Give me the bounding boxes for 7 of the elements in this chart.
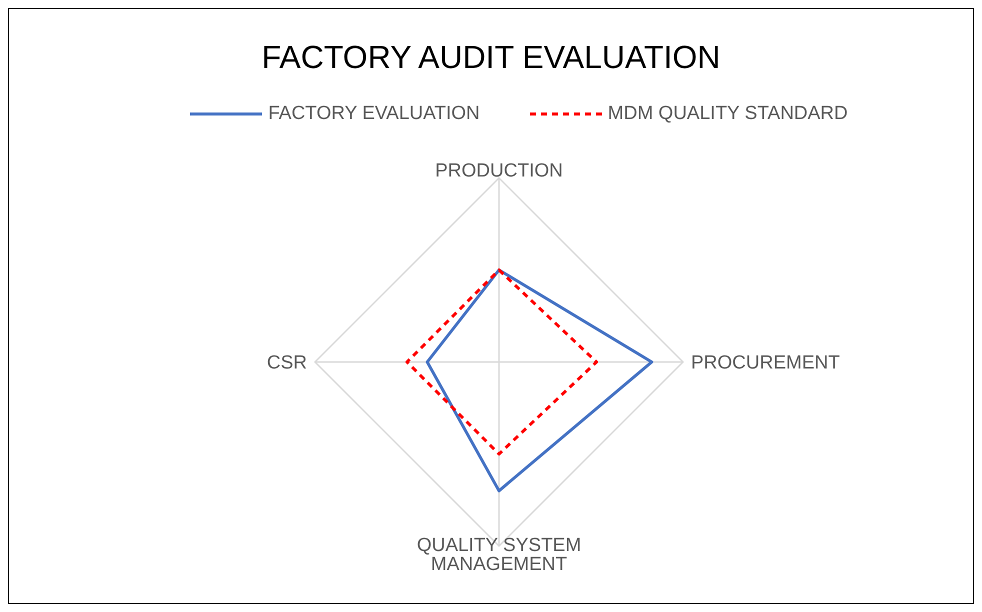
legend-label: MDM QUALITY STANDARD: [608, 103, 848, 125]
legend-label: FACTORY EVALUATION: [268, 103, 480, 125]
spoke-label: CSR: [266, 352, 307, 374]
spoke-label: PRODUCTION: [435, 160, 563, 182]
spoke-label: QUALITY SYSTEM MANAGEMENT: [416, 535, 582, 576]
chart-title: FACTORY AUDIT EVALUATION: [260, 39, 722, 76]
spoke-label: PROCUREMENT: [691, 352, 840, 374]
